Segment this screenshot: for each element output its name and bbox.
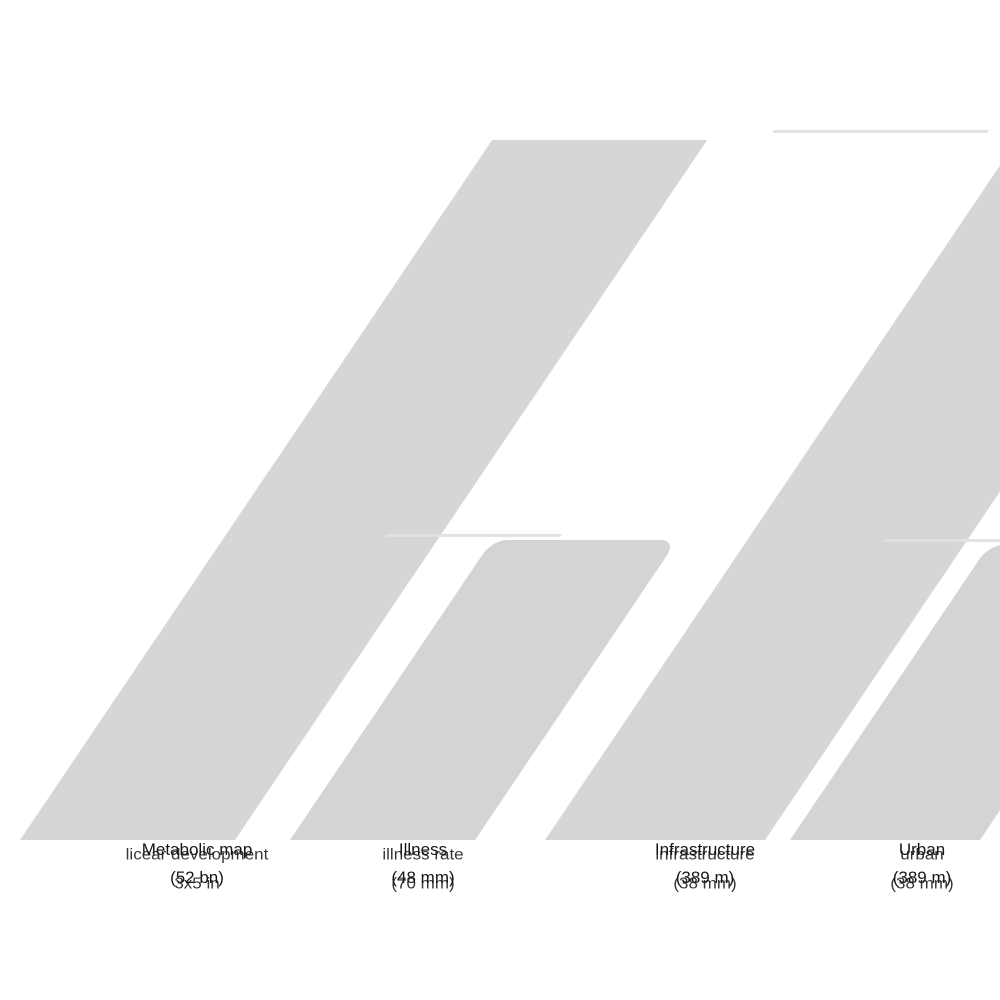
plot-area — [20, 130, 1000, 840]
x-tick-label-2-line2: (48 mm) (70 mm) — [293, 868, 553, 892]
x-tick-label-3-line2-ghost: (38 mm) — [673, 874, 737, 893]
bar-slot-2 — [290, 534, 678, 840]
x-tick-label-1: Metabolic map licear development (52 bn)… — [47, 840, 347, 892]
x-tick-label-1-line2-ghost: 3x5 in — [174, 874, 220, 893]
x-tick-label-1-line1-ghost: licear development — [125, 845, 269, 864]
x-tick-label-4-line1-ghost: urban — [900, 845, 944, 864]
x-tick-label-2: Illness illness rate (48 mm) (70 mm) — [293, 840, 553, 892]
x-tick-label-3-line1-ghost: infrastructure — [655, 845, 755, 864]
bar-cap-3 — [771, 130, 990, 133]
x-tick-label-2-line2-ghost: (70 mm) — [391, 874, 455, 893]
x-tick-label-3-line2: (389 m) (38 mm) — [555, 868, 855, 892]
x-tick-label-3: Infrastructure infrastructure (389 m) (3… — [555, 840, 855, 892]
bar-urban[interactable] — [790, 545, 1000, 840]
x-tick-label-2-line1-ghost: illness rate — [382, 845, 464, 864]
x-tick-label-4-line2: (389 m) (38 mm) — [802, 868, 1000, 892]
x-tick-label-1-line1: Metabolic map licear development — [47, 840, 347, 863]
x-tick-label-2-line1: Illness illness rate — [293, 840, 553, 863]
bar-cap-2 — [384, 534, 563, 537]
x-tick-label-1-line2: (52 bn) 3x5 in — [47, 868, 347, 892]
x-tick-label-3-line1: Infrastructure infrastructure — [555, 840, 855, 863]
bar-cap-4 — [882, 539, 1000, 542]
bar-slot-4 — [790, 539, 1000, 840]
x-axis-tick-labels: Metabolic map licear development (52 bn)… — [0, 840, 1000, 1000]
bar-slot-1 — [20, 140, 708, 840]
x-tick-label-4-line1: Urban urban — [802, 840, 1000, 863]
x-tick-label-4-line2-ghost: (38 mm) — [890, 874, 954, 893]
bar-slot-3 — [545, 130, 1000, 840]
x-tick-label-4: Urban urban (389 m) (38 mm) — [802, 840, 1000, 892]
